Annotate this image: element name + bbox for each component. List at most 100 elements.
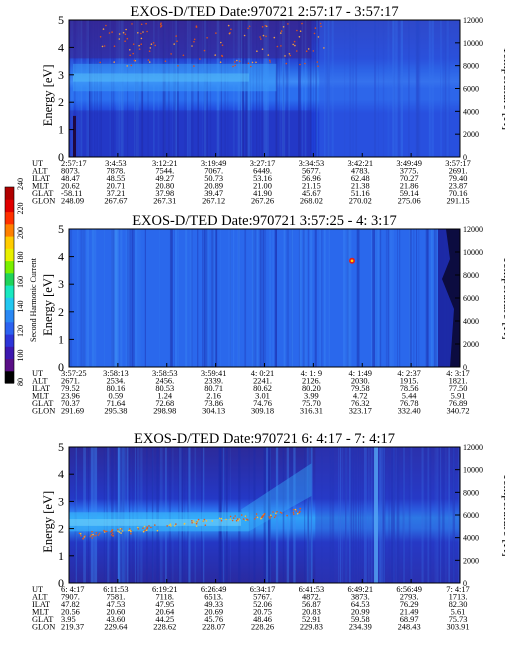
- orbit-value: 6449.: [253, 167, 272, 176]
- data-dot: [99, 36, 102, 38]
- orbit-value: 2030.: [351, 377, 370, 386]
- data-dot: [247, 62, 250, 65]
- texture-streak: [263, 229, 265, 367]
- data-dot: [193, 38, 196, 41]
- texture-streak: [350, 447, 353, 583]
- data-dot: [314, 27, 317, 29]
- data-dot: [142, 31, 144, 33]
- orbit-value: 64.53: [351, 600, 370, 609]
- texture-streak: [434, 229, 437, 367]
- texture-streak: [254, 229, 257, 367]
- orbit-value: 2534.: [106, 377, 125, 386]
- orbit-value: 3:57:17: [445, 159, 471, 168]
- data-dot: [192, 520, 195, 522]
- data-dot: [220, 517, 223, 520]
- texture-streak: [409, 229, 411, 367]
- orbit-value: 3:59:41: [201, 369, 227, 378]
- orbit-value: 323.17: [349, 407, 372, 416]
- orbit-value: 229.64: [104, 623, 128, 632]
- data-dot: [130, 533, 132, 535]
- texture-streak: [452, 447, 456, 583]
- data-dot: [148, 525, 150, 527]
- data-dot: [124, 33, 127, 36]
- orbit-value: 7: 4:17: [446, 585, 470, 594]
- data-dot: [295, 510, 298, 512]
- data-dot: [125, 28, 127, 31]
- texture-streak: [368, 447, 370, 583]
- texture-streak: [283, 229, 286, 367]
- chart-title: EXOS-D/TED Date:970721 6: 4:17 - 7: 4:17: [134, 431, 395, 447]
- data-dot: [129, 528, 131, 530]
- orbit-value: 340.72: [446, 407, 469, 416]
- orbit-value: 316.31: [300, 407, 323, 416]
- texture-streak: [307, 20, 309, 157]
- texture-streak: [189, 229, 192, 367]
- orbit-value: 20.64: [155, 608, 175, 617]
- data-dot: [145, 22, 147, 25]
- data-dot: [267, 54, 270, 56]
- orbit-value: 45.76: [204, 615, 223, 624]
- colorbar-swatch: [5, 321, 14, 335]
- data-dot: [292, 43, 295, 46]
- texture-streak: [254, 447, 256, 583]
- texture-streak: [203, 229, 206, 367]
- y-tick-label: 1: [58, 332, 64, 346]
- texture-streak: [288, 20, 290, 157]
- colorbar-tick-label: 100: [16, 350, 25, 362]
- texture-streak: [70, 20, 74, 157]
- orbit-value: 6:49:21: [347, 585, 373, 594]
- texture-streak: [216, 229, 218, 367]
- texture-streak: [348, 229, 350, 367]
- y-tick-label: 4: [58, 467, 64, 481]
- texture-streak: [438, 447, 440, 583]
- texture-streak: [360, 447, 362, 583]
- data-dot: [248, 25, 251, 28]
- colorbar-swatch: [5, 187, 14, 200]
- data-dot: [103, 45, 106, 47]
- orbit-value: 39.47: [204, 189, 223, 198]
- orbit-value: 49.27: [155, 174, 174, 183]
- data-dot: [305, 50, 308, 52]
- colorbar-tick-label: 220: [16, 203, 25, 215]
- data-dot: [173, 43, 175, 45]
- orbit-value: 21.00: [253, 182, 272, 191]
- data-dot: [270, 514, 272, 516]
- texture-streak: [259, 229, 261, 367]
- texture-streak: [427, 447, 430, 583]
- y2-tick-label: 12000: [463, 443, 483, 452]
- colorbar-swatch: [5, 236, 14, 249]
- texture-streak: [413, 229, 415, 367]
- orbit-value: 37.98: [155, 189, 174, 198]
- texture-streak: [429, 447, 432, 583]
- data-dot: [191, 45, 193, 47]
- data-dot: [284, 55, 286, 57]
- y2-tick-label: 4000: [463, 317, 479, 326]
- texture-streak: [319, 229, 321, 367]
- y-tick-label: 1: [58, 123, 64, 137]
- orbit-value: 80.71: [204, 384, 223, 393]
- data-dot: [317, 65, 319, 67]
- texture-streak: [260, 229, 263, 367]
- orbit-value: 7544.: [155, 167, 174, 176]
- data-dot: [301, 22, 303, 25]
- texture-streak: [230, 229, 232, 367]
- orbit-value: 73.86: [204, 399, 223, 408]
- orbit-value: 76.29: [400, 600, 419, 609]
- texture-streak: [421, 447, 424, 583]
- texture-streak: [379, 229, 382, 367]
- orbit-value: 267.67: [104, 197, 127, 206]
- texture-streak: [309, 20, 312, 157]
- data-dot: [154, 524, 156, 526]
- y2-tick-label: 4000: [463, 107, 479, 116]
- data-dot: [304, 62, 306, 65]
- data-dot: [137, 528, 140, 530]
- data-dot: [105, 24, 107, 27]
- data-dot: [149, 47, 152, 49]
- texture-streak: [264, 229, 267, 367]
- data-dot: [298, 36, 301, 38]
- data-dot: [97, 534, 100, 536]
- data-dot: [276, 510, 278, 513]
- y-tick-label: 0: [58, 576, 64, 590]
- data-dot: [133, 59, 136, 62]
- orbit-value: 62.48: [351, 174, 370, 183]
